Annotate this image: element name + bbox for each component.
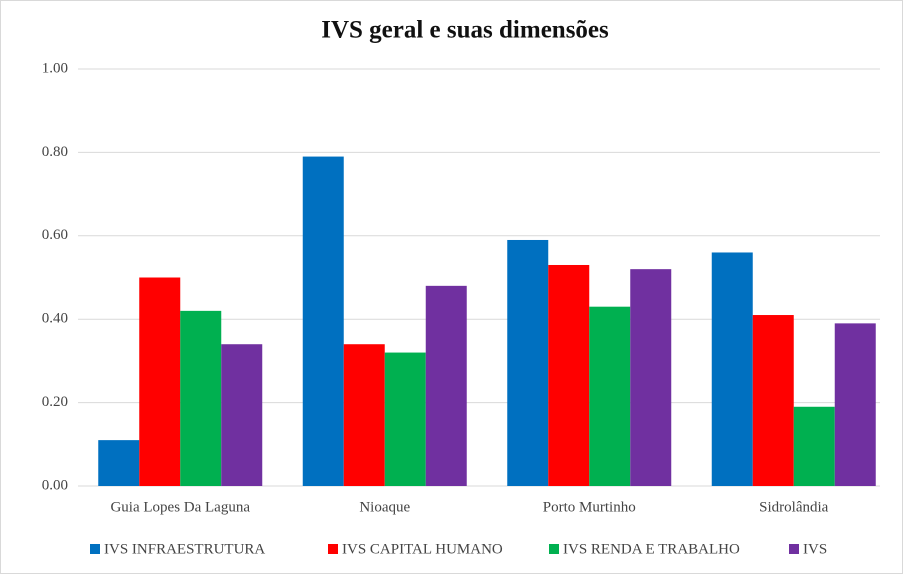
bar — [98, 440, 140, 486]
bar — [752, 315, 794, 486]
legend-label: IVS INFRAESTRUTURA — [104, 541, 265, 557]
legend-swatch — [328, 544, 338, 554]
chart-title: IVS geral e suas dimensões — [321, 17, 609, 44]
bar — [425, 285, 467, 486]
y-tick-label: 0.20 — [42, 394, 68, 410]
legend-label: IVS — [803, 541, 827, 557]
bar — [384, 352, 426, 486]
bar — [630, 269, 672, 486]
x-tick-label: Porto Murtinho — [543, 499, 636, 515]
bar — [548, 264, 590, 486]
bar — [302, 156, 344, 486]
legend-label: IVS CAPITAL HUMANO — [342, 541, 503, 557]
y-tick-label: 0.60 — [42, 227, 68, 243]
bar — [343, 344, 385, 486]
bar — [221, 344, 263, 486]
bar — [139, 277, 181, 486]
y-tick-label: 1.00 — [42, 60, 68, 76]
bar — [180, 310, 222, 486]
bar — [589, 306, 631, 486]
bar — [711, 252, 753, 486]
bar — [834, 323, 876, 486]
x-tick-label: Nioaque — [359, 499, 410, 515]
bar — [793, 406, 835, 486]
y-tick-label: 0.00 — [42, 477, 68, 493]
x-tick-label: Sidrolândia — [759, 499, 828, 515]
legend-swatch — [789, 544, 799, 554]
x-tick-label: Guia Lopes Da Laguna — [110, 499, 250, 515]
bar — [507, 239, 549, 486]
legend-label: IVS RENDA E TRABALHO — [563, 541, 740, 557]
y-tick-label: 0.40 — [42, 311, 68, 327]
y-tick-label: 0.80 — [42, 144, 68, 160]
legend-swatch — [549, 544, 559, 554]
legend-swatch — [90, 544, 100, 554]
